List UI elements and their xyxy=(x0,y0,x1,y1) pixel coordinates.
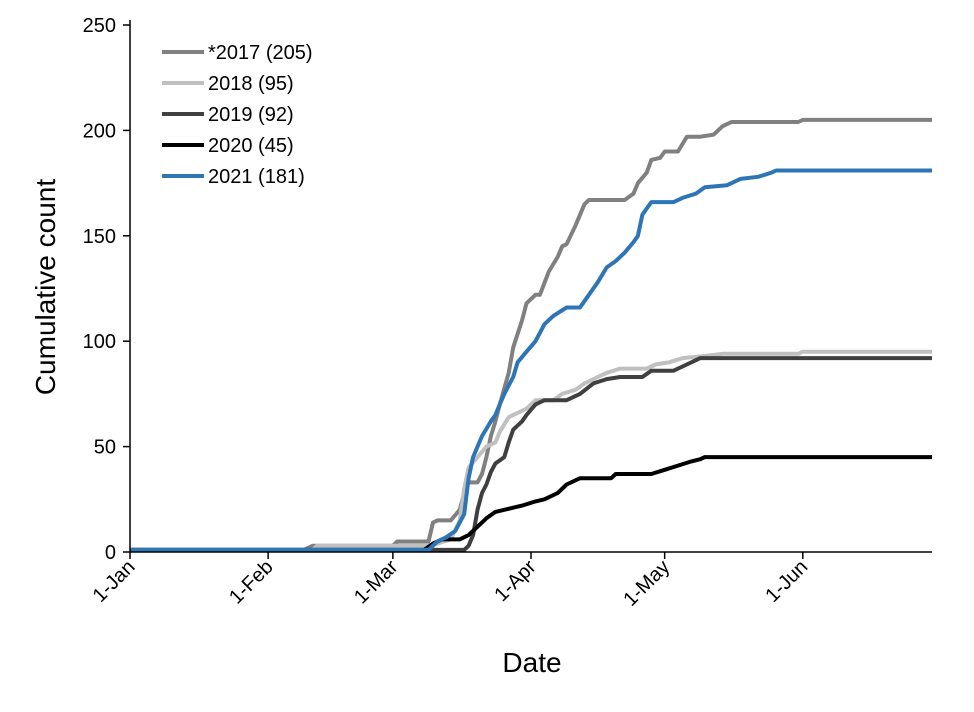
x-tick-label-1-Apr: 1-Apr xyxy=(490,556,540,606)
x-axis-title: Date xyxy=(502,647,561,678)
x-tick-label-1-Mar: 1-Mar xyxy=(350,556,403,609)
y-tick-label-250: 250 xyxy=(83,15,116,37)
y-tick-label-150: 150 xyxy=(83,226,116,248)
y-tick-label-50: 50 xyxy=(94,437,116,459)
x-tick-label-1-Feb: 1-Feb xyxy=(225,556,278,609)
series-line-1 xyxy=(130,117,932,552)
legend-label-5: 2021 (181) xyxy=(208,166,305,188)
series-line-2 xyxy=(130,349,932,552)
legend: *2017 (205) 2018 (95) 2019 (92) 2020 (45) 20… xyxy=(162,42,313,188)
series-line-4 xyxy=(130,455,932,552)
legend-label-3: 2019 (92) xyxy=(208,104,294,126)
legend-label-1: *2017 (205) xyxy=(208,42,313,64)
y-tick-label-100: 100 xyxy=(83,331,116,353)
y-tick-label-200: 200 xyxy=(83,120,116,142)
x-tick-label-1-Jun: 1-Jun xyxy=(761,556,812,607)
x-tick-label-1-May: 1-May xyxy=(619,556,674,611)
legend-label-2: 2018 (95) xyxy=(208,73,294,95)
y-tick-label-0: 0 xyxy=(105,542,116,564)
series-layer xyxy=(130,117,932,552)
legend-label-4: 2020 (45) xyxy=(208,135,294,157)
series-line-5 xyxy=(130,168,932,552)
y-axis-title: Cumulative count xyxy=(30,179,61,396)
series-line-3 xyxy=(130,356,932,552)
